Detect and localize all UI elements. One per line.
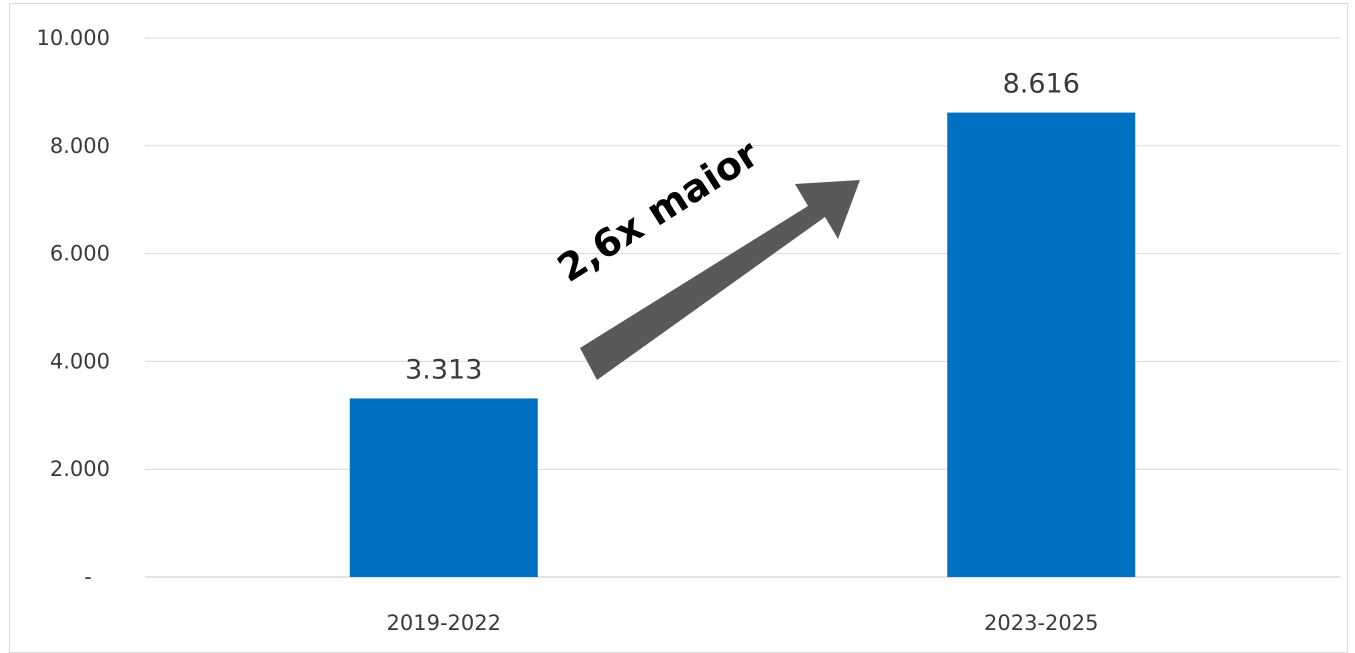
y-tick-label: 2.000 [50, 457, 110, 481]
y-tick-label: 8.000 [50, 134, 110, 158]
bars [349, 112, 1136, 578]
x-tick-label: 2019-2022 [387, 611, 501, 635]
bar-2023-2025 [947, 112, 1136, 578]
y-tick-label: 10.000 [37, 26, 110, 50]
y-tick-label: 6.000 [50, 242, 110, 266]
y-tick-label: 4.000 [50, 349, 110, 373]
bar-value-label: 8.616 [1003, 69, 1080, 100]
growth-arrow-icon [580, 180, 860, 380]
bar-value-label: 3.313 [405, 354, 482, 385]
y-tick-label: - [84, 565, 92, 589]
x-tick-label: 2023-2025 [984, 611, 1098, 635]
y-axis-tick-labels: - 2.000 4.000 6.000 8.000 10.000 [37, 26, 110, 589]
growth-annotation: 2,6x maior [550, 131, 860, 380]
bar-data-labels: 3.313 8.616 [405, 69, 1080, 386]
bar-2019-2022 [349, 398, 538, 577]
gridlines [145, 37, 1340, 470]
x-axis-tick-labels: 2019-2022 2023-2025 [387, 611, 1099, 635]
